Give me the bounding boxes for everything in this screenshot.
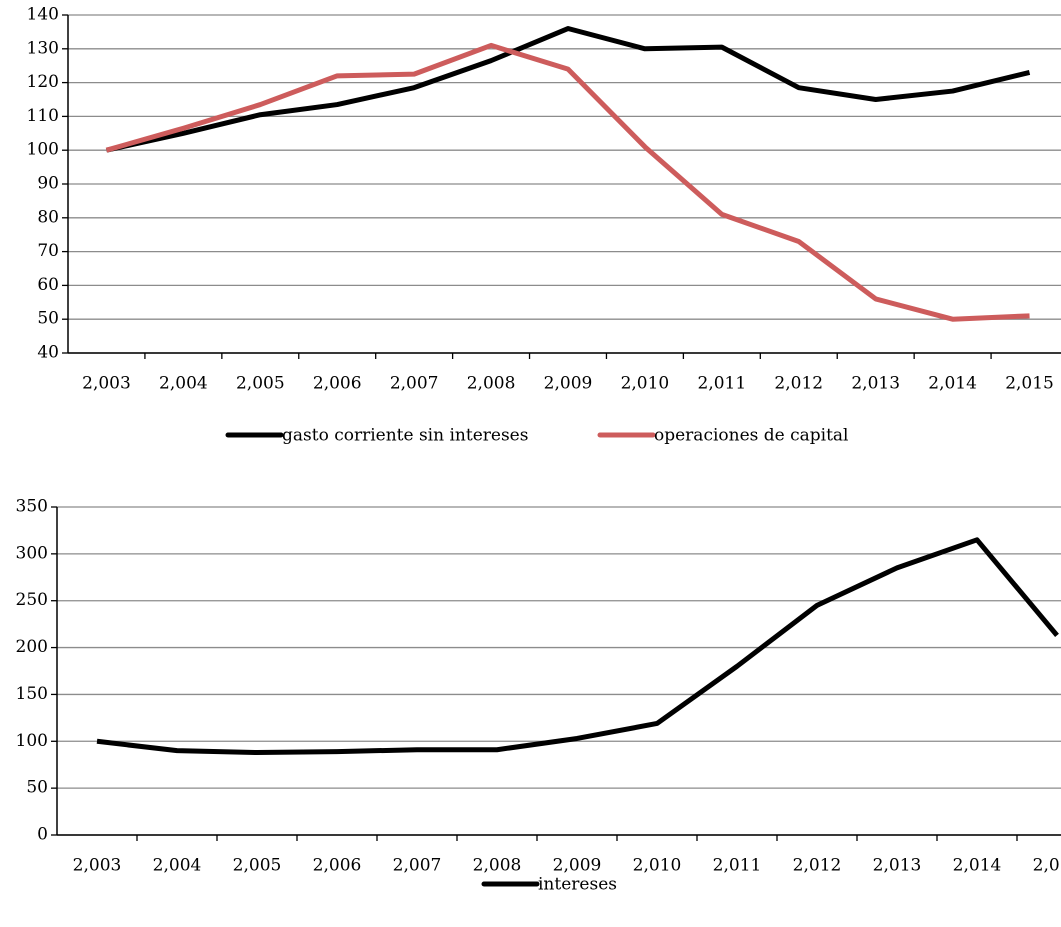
y-tick-label: 300 — [16, 543, 48, 563]
y-tick-label: 100 — [16, 731, 48, 751]
y-tick-label: 50 — [26, 778, 48, 798]
x-tick-label: 2,008 — [473, 856, 522, 876]
series-line — [96, 537, 1059, 756]
y-tick-label: 200 — [16, 637, 48, 657]
y-tick-label: 250 — [16, 590, 48, 610]
x-tick-label: 2,004 — [153, 856, 202, 876]
series-line — [105, 42, 1030, 322]
x-tick-label: 2,015 — [1005, 374, 1054, 394]
y-tick-label: 50 — [37, 309, 59, 329]
x-tick-label: 2,007 — [390, 374, 439, 394]
y-tick-label: 60 — [37, 275, 59, 295]
legend-label: operaciones de capital — [654, 426, 849, 446]
x-tick-label: 2,006 — [313, 856, 362, 876]
x-tick-label: 2,011 — [713, 856, 762, 876]
x-tick-label: 2,009 — [544, 374, 593, 394]
x-tick-label: 2,010 — [621, 374, 670, 394]
x-tick-label: 2,015 — [1033, 856, 1061, 876]
y-tick-label: 120 — [27, 72, 59, 92]
y-tick-label: 140 — [27, 5, 59, 25]
x-tick-label: 2,008 — [467, 374, 516, 394]
x-tick-label: 2,004 — [159, 374, 208, 394]
x-tick-label: 2,013 — [851, 374, 900, 394]
x-tick-label: 2,003 — [73, 856, 122, 876]
y-tick-label: 150 — [16, 684, 48, 704]
x-tick-label: 2,014 — [928, 374, 977, 394]
x-tick-label: 2,010 — [633, 856, 682, 876]
y-tick-label: 100 — [27, 140, 59, 160]
y-tick-label: 80 — [37, 207, 59, 227]
x-tick-label: 2,005 — [236, 374, 285, 394]
y-tick-label: 90 — [37, 174, 59, 194]
legend-label: intereses — [538, 875, 617, 895]
y-tick-label: 40 — [37, 343, 59, 363]
x-tick-label: 2,007 — [393, 856, 442, 876]
legend-label: gasto corriente sin intereses — [282, 426, 528, 446]
y-tick-label: 130 — [27, 38, 59, 58]
x-tick-label: 2,011 — [698, 374, 747, 394]
x-tick-label: 2,005 — [233, 856, 282, 876]
series-line — [105, 26, 1031, 153]
y-tick-label: 70 — [37, 241, 59, 261]
x-tick-label: 2,013 — [873, 856, 922, 876]
y-tick-label: 0 — [37, 825, 48, 845]
x-tick-label: 2,003 — [82, 374, 131, 394]
x-tick-label: 2,012 — [774, 374, 823, 394]
x-tick-label: 2,012 — [793, 856, 842, 876]
y-tick-label: 350 — [16, 497, 48, 517]
x-tick-label: 2,014 — [953, 856, 1002, 876]
y-tick-label: 110 — [27, 106, 59, 126]
x-tick-label: 2,006 — [313, 374, 362, 394]
x-tick-label: 2,009 — [553, 856, 602, 876]
